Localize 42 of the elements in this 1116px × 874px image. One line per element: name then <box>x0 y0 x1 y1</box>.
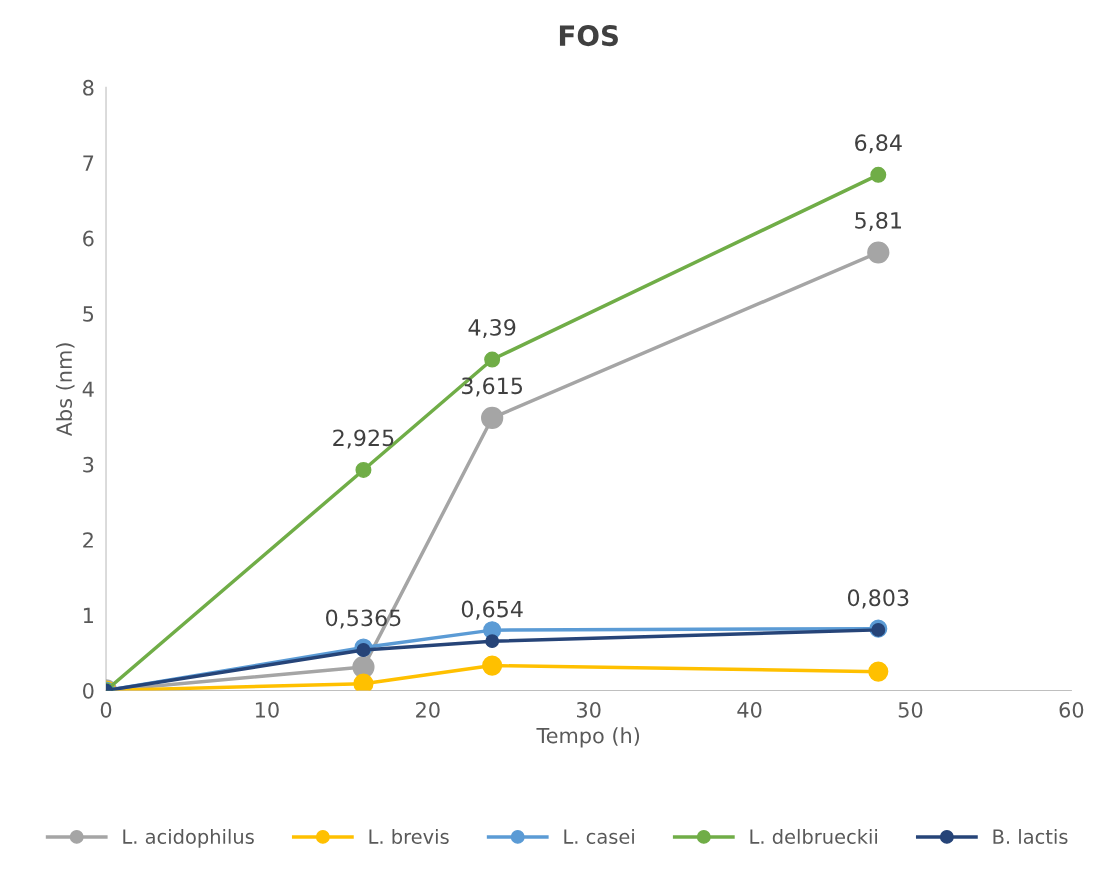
y-tick-label: 6 <box>83 230 94 247</box>
x-tick-label: 50 <box>898 701 923 718</box>
y-tick-label: 0 <box>83 682 94 699</box>
legend-label: L. casei <box>564 828 634 844</box>
chart-title: FOS <box>559 25 618 47</box>
x-axis-title: Tempo (h) <box>536 727 640 748</box>
x-tick-label: 30 <box>577 701 601 718</box>
y-tick-label: 2 <box>83 532 93 548</box>
x-tick-label: 60 <box>1059 701 1084 718</box>
y-tick-label: 4 <box>82 381 94 397</box>
data-label: 4,39 <box>468 318 516 339</box>
legend-label: L. delbrueckii <box>750 828 877 844</box>
legend-label: L. acidophilus <box>123 828 254 848</box>
point <box>870 166 887 183</box>
legend-label: B. lactis <box>993 828 1068 844</box>
data-label: 5,81 <box>855 211 901 232</box>
data-label: 0,654 <box>461 600 523 620</box>
point <box>353 673 374 691</box>
data-label: 3,615 <box>462 377 523 397</box>
legend-label: L. brevis <box>369 828 449 844</box>
x-tick-label: 40 <box>737 701 762 718</box>
y-tick-label: 7 <box>83 155 94 171</box>
y-axis-title: Abs (nm) <box>55 343 75 437</box>
point <box>481 406 504 430</box>
x-tick-label: 20 <box>416 701 440 718</box>
y-tick-label: 8 <box>83 79 94 96</box>
point <box>484 351 501 368</box>
point <box>485 634 500 649</box>
point <box>356 643 371 657</box>
x-tick-label: 10 <box>255 701 279 718</box>
data-label: 0,5365 <box>326 609 401 629</box>
y-tick-label: 5 <box>83 306 94 322</box>
point <box>868 661 889 682</box>
data-label: 2,925 <box>333 429 394 449</box>
point <box>867 241 890 264</box>
data-label: 0,803 <box>847 589 909 609</box>
point <box>355 461 372 478</box>
point <box>482 655 503 676</box>
y-tick-label: 1 <box>83 607 93 623</box>
y-tick-label: 3 <box>83 456 94 473</box>
data-label: 6,84 <box>855 134 902 154</box>
x-tick-label: 0 <box>100 701 112 718</box>
